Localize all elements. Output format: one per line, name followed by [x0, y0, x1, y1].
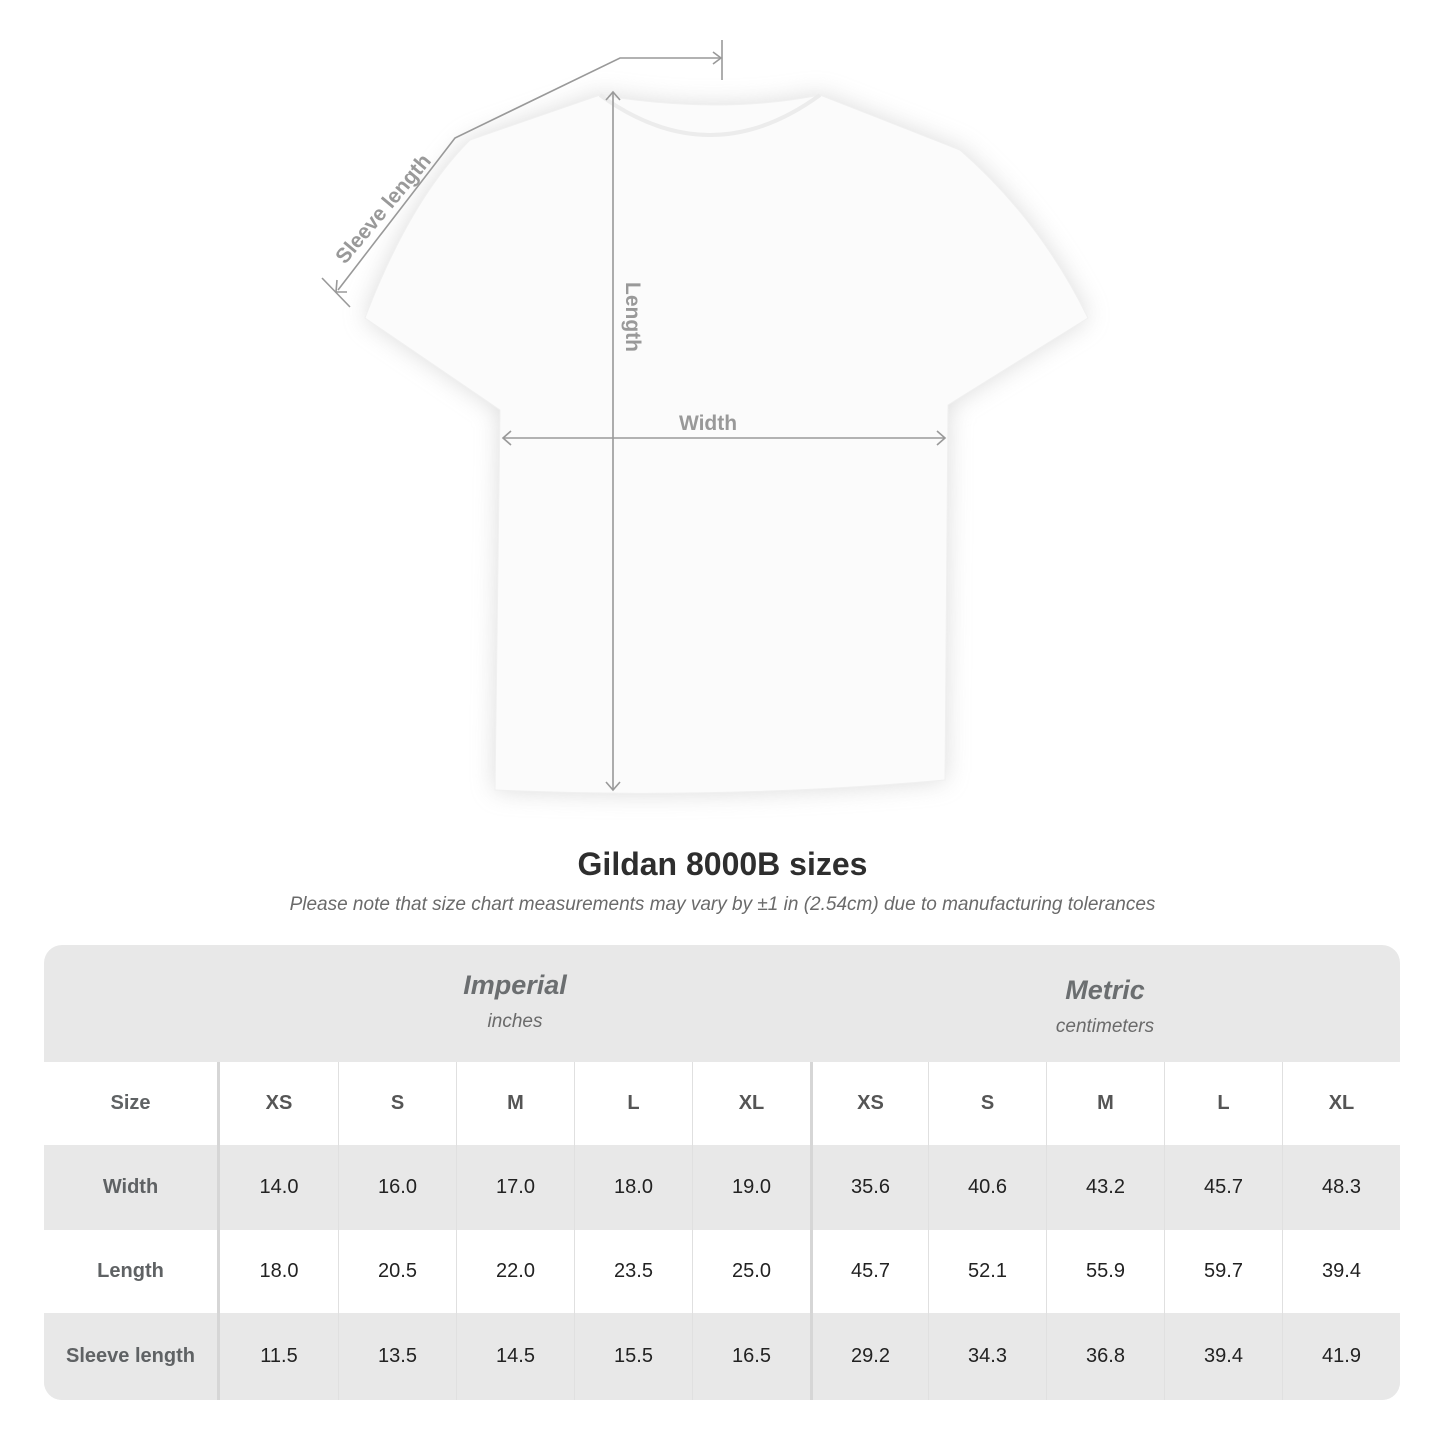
imperial-label: Imperial	[463, 970, 567, 1000]
tshirt-shape	[364, 94, 1089, 794]
size-header-row: Size XS S M L XL XS S M L XL	[44, 1062, 1400, 1145]
table-cell: 45.7	[810, 1230, 928, 1313]
table-cell: 34.3	[928, 1313, 1046, 1400]
size-header-cell: XL	[1282, 1062, 1400, 1145]
table-cell: 14.5	[456, 1313, 574, 1400]
width-label: Width	[679, 412, 737, 435]
row-label: Width	[44, 1145, 220, 1230]
length-label: Length	[621, 282, 644, 352]
imperial-unit: inches	[487, 1011, 543, 1032]
table-cell: 14.0	[259, 1176, 299, 1198]
table-cell: 22.0	[456, 1230, 574, 1313]
table-cell: 16.0	[338, 1145, 456, 1230]
table-cell: 45.7	[1164, 1145, 1282, 1230]
row-label: Size	[44, 1062, 220, 1145]
size-header-cell: XS	[265, 1092, 293, 1114]
table-row: Sleeve length 11.5 13.5 14.5 15.5 16.5 29.2 34.…	[44, 1313, 1400, 1400]
size-header-cell: XS	[810, 1062, 928, 1145]
size-header-cell: S	[928, 1062, 1046, 1145]
table-cell: 39.4	[1282, 1230, 1400, 1313]
table-cell: 13.5	[338, 1313, 456, 1400]
metric-label: Metric	[1065, 975, 1145, 1005]
table-cell: 23.5	[574, 1230, 692, 1313]
table-cell: 17.0	[456, 1145, 574, 1230]
table-cell: 40.6	[928, 1145, 1046, 1230]
tshirt-collar	[598, 93, 822, 137]
table-row: Width 14.0 16.0 17.0 18.0 19.0 35.6 40.6 43.2 45.…	[44, 1145, 1400, 1230]
table-cell: 18.0	[574, 1145, 692, 1230]
size-header-cell: XL	[692, 1062, 810, 1145]
table-cell: 48.3	[1282, 1145, 1400, 1230]
tshirt-diagram: Sleeve length Length Width	[321, 40, 1089, 794]
size-header-cell: S	[338, 1062, 456, 1145]
size-table: Imperial inches Metric centimeters Size X…	[44, 945, 1400, 1400]
table-cell: 59.7	[1164, 1230, 1282, 1313]
table-cell: 35.6	[810, 1145, 928, 1230]
table-cell: 39.4	[1164, 1313, 1282, 1400]
size-header-cell: M	[1046, 1062, 1164, 1145]
table-row: Length 18.0 20.5 22.0 23.5 25.0 45.7 52.1 55.9 59…	[44, 1230, 1400, 1313]
table-cell: 41.9	[1282, 1313, 1400, 1400]
table-cell: 55.9	[1046, 1230, 1164, 1313]
table-cell: 25.0	[692, 1230, 810, 1313]
table-cell: 29.2	[810, 1313, 928, 1400]
row-label: Length	[44, 1230, 220, 1313]
table-cell: 16.5	[692, 1313, 810, 1400]
imperial-header: Imperial inches	[220, 945, 810, 1087]
table-cell: 18.0	[259, 1260, 299, 1282]
tolerance-note: Please note that size chart measurements…	[289, 894, 1156, 915]
size-header-cell: L	[1164, 1062, 1282, 1145]
size-header-cell: M	[456, 1062, 574, 1145]
row-label: Sleeve length	[44, 1313, 220, 1400]
table-cell: 19.0	[692, 1145, 810, 1230]
metric-unit: centimeters	[1055, 1016, 1155, 1037]
metric-header: Metric centimeters	[810, 945, 1400, 1092]
table-cell: 52.1	[928, 1230, 1046, 1313]
table-cell: 11.5	[260, 1345, 298, 1367]
size-header-cell: L	[574, 1062, 692, 1145]
page-title: Gildan 8000B sizes	[577, 846, 868, 882]
table-cell: 36.8	[1046, 1313, 1164, 1400]
table-cell: 20.5	[338, 1230, 456, 1313]
sleeve-length-line	[337, 57, 720, 291]
table-cell: 43.2	[1046, 1145, 1164, 1230]
table-cell: 15.5	[574, 1313, 692, 1400]
